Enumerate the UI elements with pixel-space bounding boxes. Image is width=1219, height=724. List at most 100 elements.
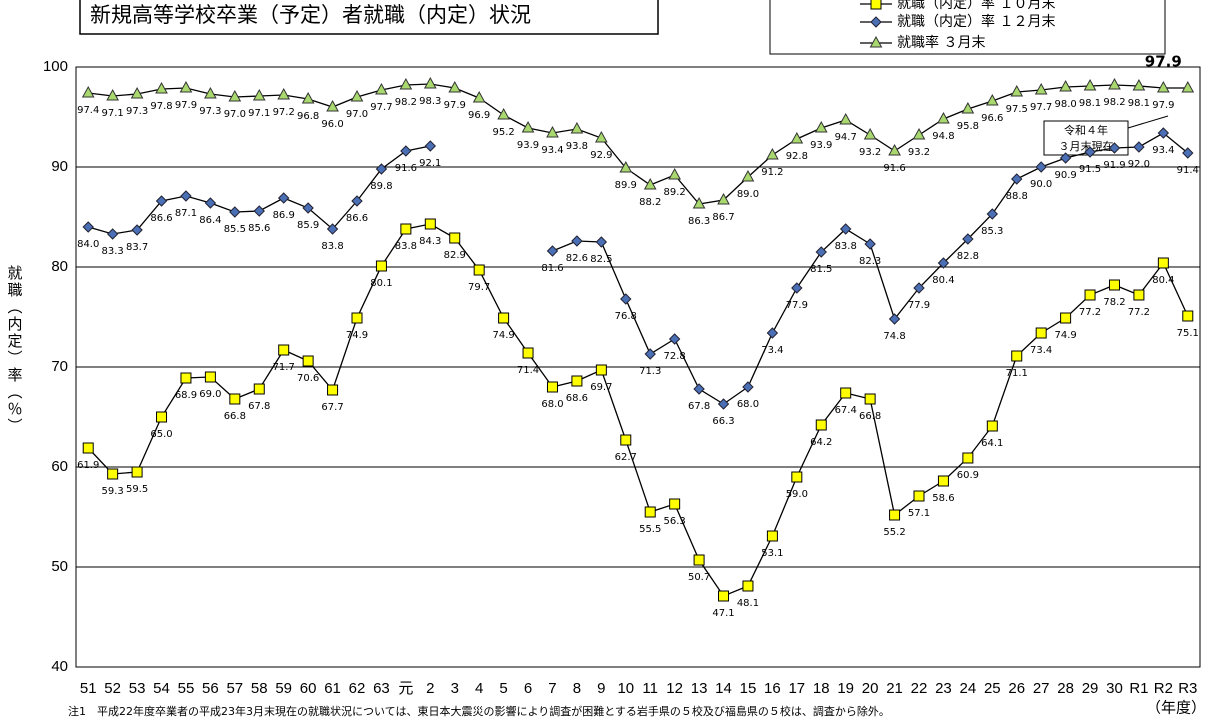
value-label: 92.9 [590, 150, 612, 161]
x-tick-label: 11 [642, 680, 658, 697]
x-tick-label: 12 [666, 680, 683, 697]
marker [1060, 312, 1072, 324]
marker [1133, 141, 1145, 153]
marker [1084, 146, 1096, 158]
marker [204, 371, 216, 383]
marker [228, 89, 242, 102]
value-label: 74.9 [492, 330, 514, 341]
x-tick-label: 23 [935, 680, 952, 697]
value-label: 67.8 [688, 401, 710, 412]
value-label: 97.2 [273, 107, 295, 118]
x-tick-label: 13 [691, 680, 708, 697]
marker [131, 224, 143, 236]
marker [693, 383, 705, 395]
value-label: 97.9 [1152, 100, 1174, 111]
plot-area [75, 66, 1201, 668]
x-tick-label: 18 [813, 680, 830, 697]
value-label: 86.6 [150, 213, 172, 224]
marker [912, 127, 926, 140]
marker [1035, 161, 1047, 173]
value-label: 50.7 [688, 572, 710, 583]
marker [643, 177, 657, 190]
marker [252, 88, 266, 101]
marker [156, 411, 168, 423]
marker [521, 120, 535, 133]
value-label: 96.0 [321, 119, 343, 130]
x-tick-label: 10 [617, 680, 634, 697]
y-tick-label: 70 [51, 358, 68, 375]
marker [546, 125, 559, 138]
y-tick-label: 80 [51, 258, 68, 275]
marker [253, 205, 265, 217]
marker [962, 233, 974, 245]
x-tick-label: 56 [202, 680, 219, 697]
legend-label: 就職（内定）率 １２月末 [897, 13, 1055, 30]
value-label: 68.6 [566, 393, 588, 404]
x-tick-label: R2 [1154, 680, 1173, 697]
marker [863, 127, 877, 140]
value-label: 96.9 [468, 110, 490, 121]
value-label: 96.6 [981, 113, 1003, 124]
value-label: 85.3 [981, 226, 1003, 237]
marker [82, 442, 94, 454]
x-tick-label: 60 [300, 680, 317, 697]
x-tick-label: 61 [324, 680, 341, 697]
value-label: 66.8 [224, 411, 246, 422]
value-label: 91.6 [395, 163, 417, 174]
value-label: 66.8 [859, 411, 881, 422]
y-axis-label: 就職（内定）率（％） [6, 265, 24, 435]
value-label: 60.9 [957, 470, 979, 481]
value-label: 83.7 [126, 242, 148, 253]
x-tick-label: 53 [129, 680, 146, 697]
value-label: 59.3 [102, 486, 124, 497]
value-label: 93.2 [908, 147, 930, 158]
x-tick-label: 15 [740, 680, 757, 697]
series-line [88, 83, 1188, 205]
value-label: 83.8 [395, 241, 417, 252]
y-tick-label: 60 [51, 458, 68, 475]
value-label: 93.4 [541, 145, 563, 156]
value-label: 97.1 [248, 108, 270, 119]
x-tick-label: 26 [1008, 680, 1025, 697]
value-label: 69.7 [590, 382, 612, 393]
value-label: 98.2 [395, 97, 417, 108]
note: 注1 平成22年度卒業者の平成23年3月末現在の就職状況については、東日本大震災… [68, 704, 890, 718]
x-tick-label: 21 [886, 680, 903, 697]
value-label: 48.1 [737, 598, 759, 609]
value-label: 74.9 [1054, 330, 1076, 341]
value-label: 86.9 [273, 210, 295, 221]
x-tick-label: 27 [1033, 680, 1050, 697]
marker [1108, 77, 1121, 90]
value-label: 97.9 [444, 100, 466, 111]
value-label: 64.2 [810, 437, 832, 448]
marker [229, 393, 241, 405]
marker [937, 257, 950, 269]
value-label: 84.0 [77, 239, 99, 250]
value-label: 97.1 [102, 108, 124, 119]
value-label: 61.9 [77, 460, 99, 471]
x-tick-label: 29 [1082, 680, 1099, 697]
marker [497, 107, 510, 120]
marker [839, 223, 852, 235]
value-label: 58.6 [932, 493, 954, 504]
callout-line [1127, 115, 1169, 129]
marker [424, 140, 437, 152]
marker [913, 490, 925, 502]
marker [106, 228, 119, 240]
marker [693, 554, 705, 566]
value-label: 97.7 [370, 102, 392, 113]
marker [1157, 80, 1170, 93]
marker [107, 468, 119, 480]
value-label: 80.4 [932, 275, 954, 286]
marker [229, 206, 241, 218]
value-label: 83.8 [321, 241, 343, 252]
value-label: 97.4 [77, 105, 99, 116]
value-label: 82.3 [859, 256, 881, 267]
value-label: 74.9 [346, 330, 368, 341]
value-label: 70.6 [297, 373, 319, 384]
marker [766, 530, 778, 542]
value-label: 85.9 [297, 220, 319, 231]
marker [1035, 327, 1047, 339]
marker [766, 327, 779, 339]
value-label: 91.5 [1079, 164, 1101, 175]
